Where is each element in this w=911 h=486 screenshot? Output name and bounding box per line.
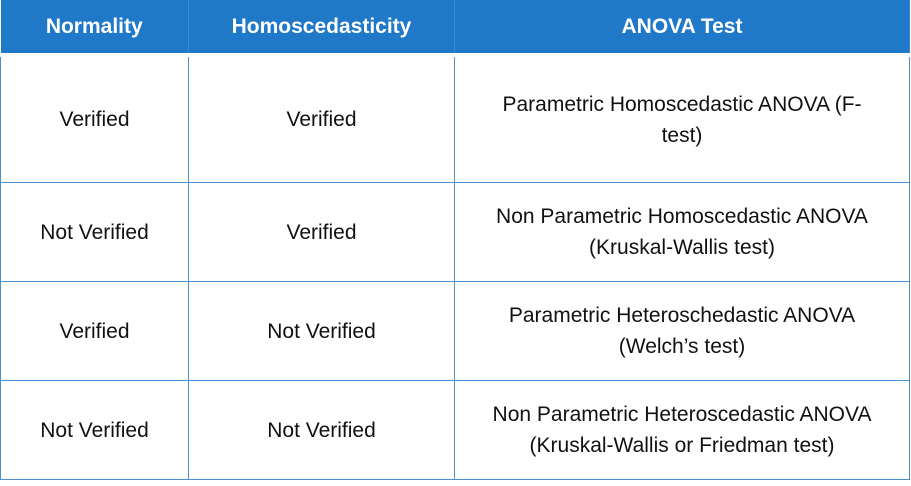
- anova-line-1: Non Parametric Homoscedastic ANOVA: [496, 205, 868, 228]
- cell-anova-test: Parametric Homoscedastic ANOVA (F- test): [454, 54, 910, 183]
- anova-line-2: test): [661, 123, 703, 147]
- cell-normality: Not Verified: [0, 182, 189, 282]
- anova-line-2: (Kruskal-Wallis or Friedman test): [529, 434, 835, 457]
- anova-line-2: (Welch’s test): [618, 335, 746, 358]
- table-row: Verified Not Verified Parametric Heteros…: [0, 281, 910, 381]
- cell-homoscedasticity: Verified: [188, 54, 455, 183]
- cell-normality: Verified: [0, 54, 189, 183]
- cell-normality: Not Verified: [0, 380, 189, 480]
- anova-line-1: Parametric Heteroschedastic ANOVA: [508, 304, 856, 327]
- header-anova-test: ANOVA Test: [454, 0, 910, 55]
- cell-anova-test: Parametric Heteroschedastic ANOVA (Welch…: [454, 281, 910, 381]
- anova-line-1: Parametric Homoscedastic ANOVA (F-: [502, 92, 862, 116]
- cell-anova-test: Non Parametric Heteroscedastic ANOVA (Kr…: [454, 380, 910, 480]
- cell-normality: Verified: [0, 281, 189, 381]
- table-header: Normality Homoscedasticity ANOVA Test: [0, 0, 910, 55]
- anova-line-2: (Kruskal-Wallis test): [589, 236, 775, 259]
- header-row: Normality Homoscedasticity ANOVA Test: [0, 0, 910, 55]
- table-row: Not Verified Not Verified Non Parametric…: [0, 380, 910, 480]
- table-body: Verified Verified Parametric Homoscedast…: [0, 54, 910, 480]
- cell-anova-test: Non Parametric Homoscedastic ANOVA (Krus…: [454, 182, 910, 282]
- header-normality: Normality: [0, 0, 189, 55]
- anova-line-1: Non Parametric Heteroscedastic ANOVA: [492, 403, 872, 426]
- table-row: Not Verified Verified Non Parametric Hom…: [0, 182, 910, 282]
- cell-homoscedasticity: Not Verified: [188, 380, 455, 480]
- cell-homoscedasticity: Verified: [188, 182, 455, 282]
- table-row: Verified Verified Parametric Homoscedast…: [0, 54, 910, 183]
- cell-homoscedasticity: Not Verified: [188, 281, 455, 381]
- header-homoscedasticity: Homoscedasticity: [188, 0, 455, 55]
